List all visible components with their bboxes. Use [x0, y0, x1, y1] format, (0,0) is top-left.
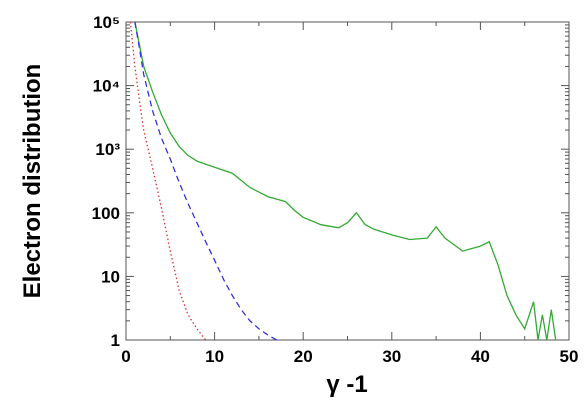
y-tick-label: 10⁵ — [93, 13, 120, 32]
x-tick-label: 20 — [294, 347, 313, 366]
x-tick-label: 10 — [205, 347, 224, 366]
x-axis-title: γ -1 — [326, 371, 367, 398]
x-tick-label: 30 — [382, 347, 401, 366]
y-axis-ticks: 1 10 100 10³ 10⁴ 10⁵ — [92, 13, 569, 350]
plot-frame — [125, 21, 570, 341]
y-tick-label: 1 — [111, 331, 120, 350]
x-tick-label: 40 — [471, 347, 490, 366]
series-line-1 — [134, 21, 557, 341]
y-tick-label: 100 — [92, 204, 120, 223]
y-axis-title: Electron distribution — [19, 64, 46, 299]
y-tick-label: 10⁴ — [93, 77, 120, 96]
y-tick-label: 10³ — [95, 140, 120, 159]
series-group — [129, 21, 557, 341]
x-axis-ticks: 0 10 20 30 40 50 — [121, 22, 578, 366]
x-tick-label: 50 — [560, 347, 579, 366]
series-line-3 — [129, 21, 207, 341]
series-line-2 — [134, 21, 277, 341]
x-tick-label: 0 — [121, 347, 130, 366]
y-tick-label: 10 — [101, 267, 120, 286]
